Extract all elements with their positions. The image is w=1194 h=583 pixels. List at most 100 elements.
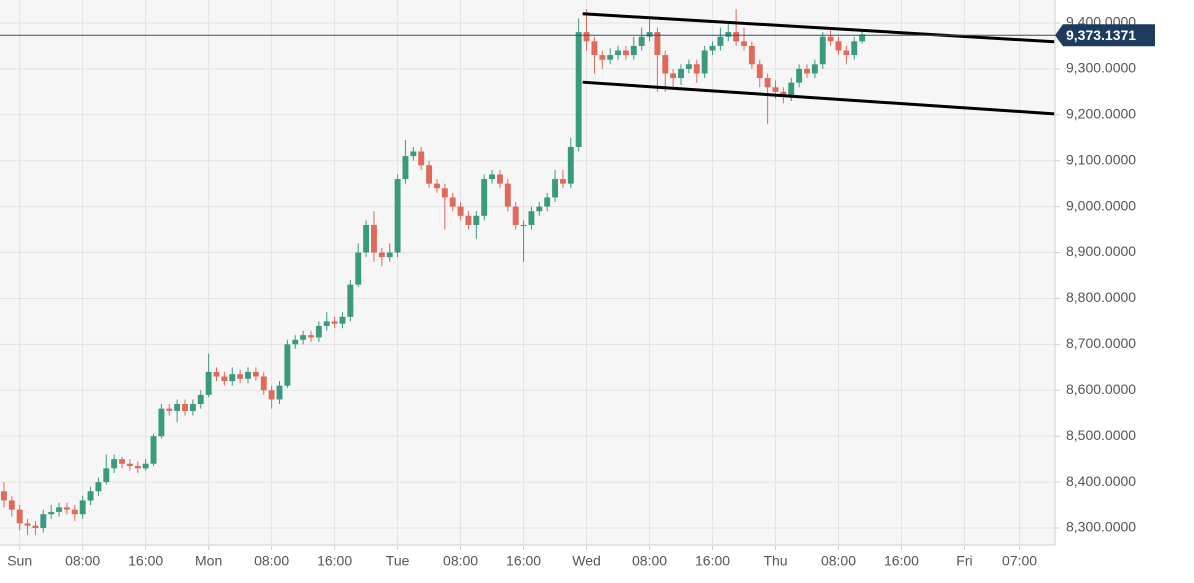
candle-body [693,64,700,74]
x-tick-label: 16:00 [695,553,730,569]
x-tick-label: 08:00 [821,553,856,569]
candle-body [780,91,787,97]
candle-body [733,32,740,42]
candle-body [544,197,551,207]
candle-body [268,390,275,400]
y-tick-label: 8,300.0000 [1066,519,1136,535]
candle-body [685,64,692,69]
candle-body [441,188,448,198]
candle-body [134,466,141,469]
trend-line [582,12,1055,44]
x-tick-label: 08:00 [443,553,478,569]
candle-body [701,50,708,74]
candle-body [363,224,370,253]
candle-body [819,36,826,65]
x-tick-label: 16:00 [506,553,541,569]
candle-body [559,179,566,184]
candle-body [473,215,480,225]
candle-body [71,509,78,515]
y-tick-label: 8,400.0000 [1066,473,1136,489]
candle-body [835,41,842,51]
candle-body [764,78,771,88]
candle-body [205,371,212,395]
candle-body [111,459,118,469]
candle-body [308,335,314,338]
candle-body [772,87,779,92]
candle-body [166,408,173,411]
candle-body [276,385,283,400]
candle-body [48,511,55,515]
candle-body [504,183,511,207]
candle-body [56,507,63,512]
candle-body [748,45,755,65]
candle-body [788,82,795,97]
y-tick-label: 8,700.0000 [1066,335,1136,351]
candle-body [174,404,181,411]
y-tick-label: 9,300.0000 [1066,60,1136,76]
candle-body [804,68,810,74]
candle-body [709,45,716,51]
candle-body [63,507,70,510]
candle-body [662,55,669,74]
x-tick-label: 16:00 [884,553,919,569]
candle-body [142,463,149,469]
x-tick-label: Mon [195,553,222,569]
candle-body [402,156,409,180]
x-tick-label: 08:00 [254,553,289,569]
candle-body [520,224,527,226]
candle-body [126,463,133,467]
candle-body [457,206,464,216]
candle-body [87,491,94,501]
x-tick-label: Thu [763,553,787,569]
candle-body [103,468,110,483]
y-tick-label: 8,900.0000 [1066,243,1136,259]
candle-body [8,500,15,510]
y-tick-label: 9,100.0000 [1066,151,1136,167]
candle-body [481,179,488,216]
candle-body [851,41,858,56]
candle-body [394,179,401,253]
y-tick-label: 9,200.0000 [1066,105,1136,121]
y-tick-label: 8,600.0000 [1066,381,1136,397]
plot-area [0,0,1055,545]
candle-body [654,32,661,56]
candle-body [843,50,850,56]
candle-body [796,68,803,83]
current-price-label: 9,373.1371 [1066,27,1136,43]
candle-body [741,41,747,46]
candle-body [615,50,621,56]
candle-body [496,174,503,184]
x-tick-label: 16:00 [317,553,352,569]
candle-body [386,252,393,258]
candle-body [292,339,299,345]
candle-body [725,32,732,37]
x-tick-label: 08:00 [632,553,667,569]
candle-body [827,36,834,42]
candle-body [622,50,629,56]
candle-body [331,321,338,324]
candle-body [150,436,157,464]
candle-body [630,45,637,56]
candle-body [426,165,433,184]
candle-body [182,404,188,411]
candle-body [24,523,31,526]
candle-body [528,211,535,225]
x-tick-label: 08:00 [65,553,100,569]
candle-body [237,374,244,379]
candle-body [591,41,598,56]
candle-body [315,325,322,338]
candle-body [355,252,362,285]
candle-body [583,32,590,42]
candle-body [16,509,23,524]
candle-body [575,32,582,147]
candle-body [536,206,543,212]
candle-body [811,64,818,74]
x-tick-label: Wed [572,553,601,569]
candle-body [197,394,204,405]
x-tick-label: Tue [386,553,410,569]
candle-body [284,344,291,386]
candle-body [119,459,125,464]
y-tick-label: 8,500.0000 [1066,427,1136,443]
candle-body [252,371,259,377]
